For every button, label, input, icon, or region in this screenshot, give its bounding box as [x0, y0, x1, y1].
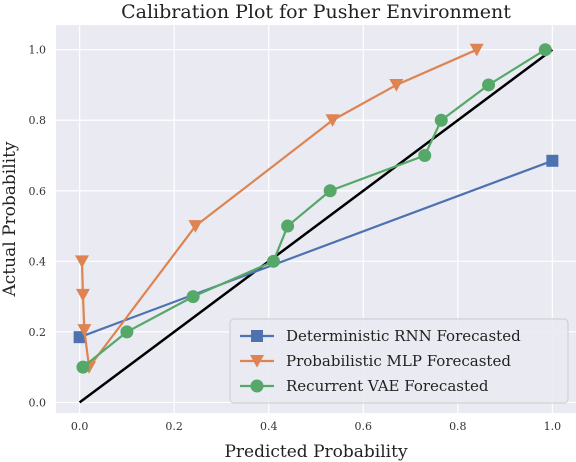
data-point — [469, 43, 484, 57]
y-tick-label: 0.4 — [29, 255, 47, 268]
y-tick-label: 0.0 — [29, 396, 47, 409]
data-point — [75, 288, 90, 302]
x-tick-label: 0.8 — [449, 420, 467, 433]
series-0 — [73, 154, 559, 344]
data-point — [323, 184, 337, 198]
data-point — [418, 149, 432, 163]
legend-marker — [251, 330, 263, 342]
legend: Deterministic RNN Forecasted Probabilisti… — [229, 318, 569, 404]
chart-title: Calibration Plot for Pusher Environment — [121, 1, 511, 23]
x-axis-label: Predicted Probability — [224, 442, 407, 462]
data-point — [546, 154, 559, 167]
legend-marker — [250, 379, 264, 393]
series-line — [79, 159, 553, 339]
x-tick-label: 0.6 — [355, 420, 373, 433]
data-point — [73, 331, 86, 344]
data-point — [389, 79, 404, 92]
data-point — [325, 114, 340, 127]
legend-marker — [250, 355, 264, 368]
x-tick-label: 0.2 — [165, 420, 183, 433]
y-tick-label: 0.6 — [29, 185, 47, 198]
data-point — [120, 325, 134, 339]
data-point — [77, 324, 92, 337]
legend-label: Recurrent VAE Forecasted — [286, 377, 489, 395]
legend-label: Probabilistic MLP Forecasted — [286, 352, 511, 370]
x-tick-label: 0.4 — [260, 420, 278, 433]
data-point — [75, 255, 89, 268]
y-tick-label: 1.0 — [29, 44, 47, 57]
series-line — [82, 48, 546, 369]
series-2 — [76, 43, 552, 374]
data-point — [186, 290, 200, 304]
x-tick-label: 0.0 — [71, 420, 89, 433]
data-point — [434, 113, 448, 127]
data-point — [76, 360, 90, 374]
data-point — [538, 43, 552, 57]
x-tick-label: 1.0 — [544, 420, 562, 433]
data-point — [281, 219, 295, 233]
legend-label: Deterministic RNN Forecasted — [286, 327, 521, 345]
data-point — [266, 254, 280, 268]
reference-diagonal-line — [78, 48, 554, 404]
data-point — [188, 220, 203, 233]
y-tick-label: 0.2 — [29, 326, 47, 339]
y-tick-label: 0.8 — [29, 114, 47, 127]
y-axis-label: Actual Probability — [0, 141, 20, 297]
legend-box — [229, 318, 569, 404]
data-point — [482, 78, 496, 92]
